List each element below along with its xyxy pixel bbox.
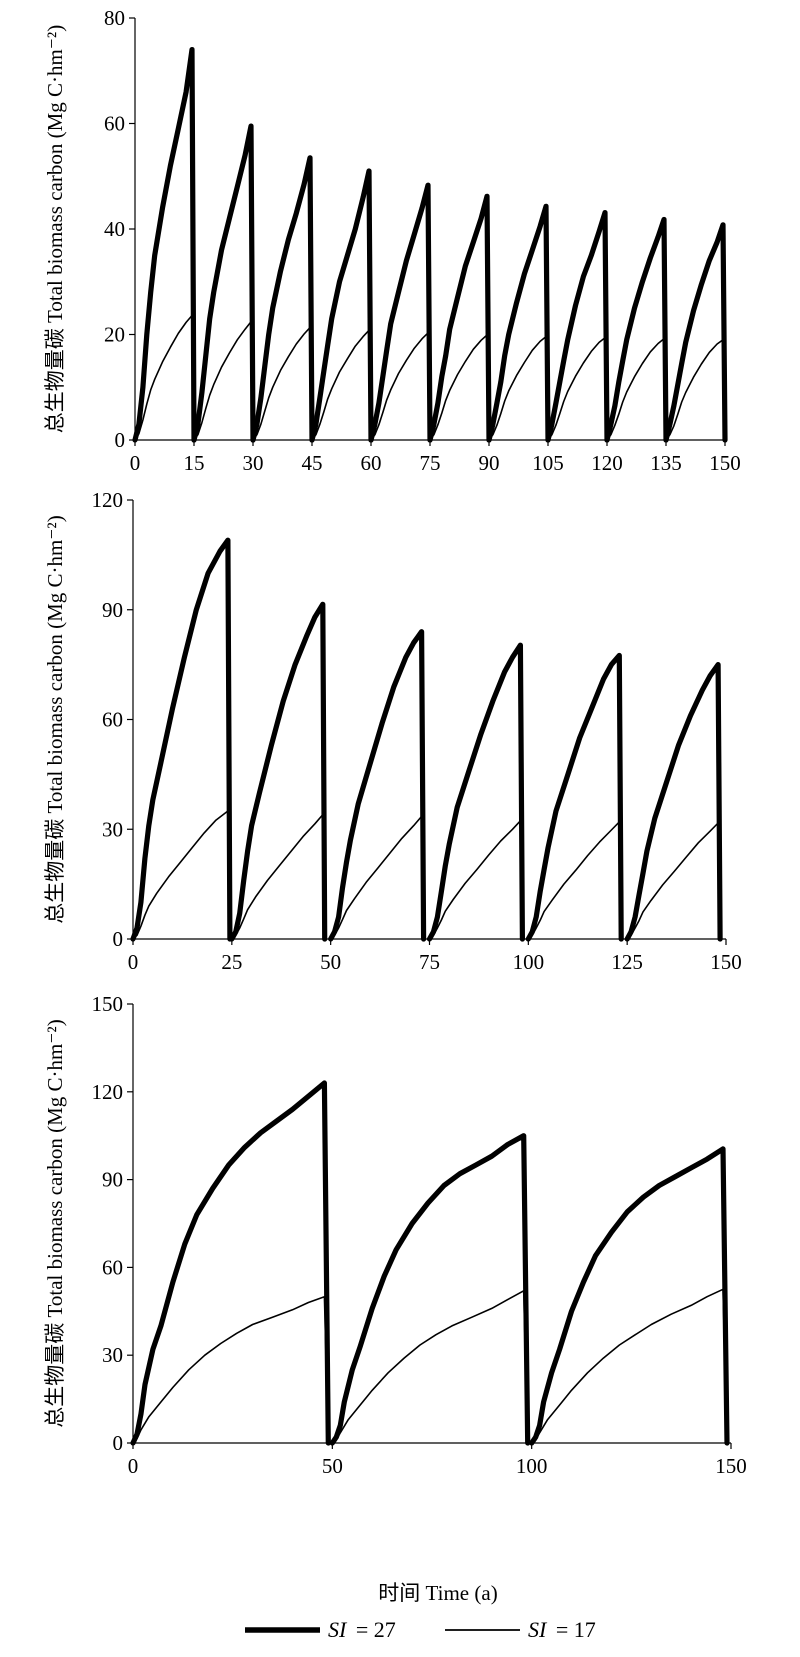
legend-value-si-17: = 17 <box>556 1617 596 1642</box>
panel-2-series-si-17-rotation-2 <box>231 813 326 940</box>
panel-3-y-tick-label-30: 30 <box>102 1343 123 1367</box>
legend-name-si-17: SI <box>528 1617 548 1642</box>
panel-2-series-si-17-rotation-5 <box>527 821 622 940</box>
panel-2-y-tick-label-90: 90 <box>102 598 123 622</box>
panel-1-y-tick-label-80: 80 <box>104 6 125 30</box>
panel-1-series-si-17-rotation-2 <box>193 321 254 441</box>
panel-1-series-si-27-rotation-2 <box>191 123 256 443</box>
panel-1-x-tick-label-150: 150 <box>709 451 741 475</box>
panel-1-y-tick-label-60: 60 <box>104 112 125 136</box>
panel-2-x-tick-label-75: 75 <box>419 950 440 974</box>
panel-1-y-tick-label-40: 40 <box>104 217 125 241</box>
chart-panel-rotation-25: 0 30 60 90 120 0 25 50 75 100 125 150 总生物量碳 Total bi… <box>43 488 742 974</box>
panel-1-y-axis-title: 总生物量碳 Total biomass carbon (Mg C·hm⁻²) <box>43 25 67 433</box>
panel-1-series-si-17-rotation-5 <box>370 332 431 441</box>
panel-2-series-si-27-rotation-2 <box>229 601 328 942</box>
panel-2-series-si-17-rotation-3 <box>329 815 425 940</box>
panel-1-x-tick-label-45: 45 <box>302 451 323 475</box>
panel-1-x-tick-label-60: 60 <box>361 451 382 475</box>
panel-1-series-si-27-rotation-10 <box>663 222 728 443</box>
panel-3-x-tick-label-0: 0 <box>128 1454 139 1478</box>
panel-3-series-si-27-rotation-2 <box>329 1133 531 1446</box>
panel-1-series-si-27-rotation-7 <box>486 203 551 443</box>
panel-1-series-si-27-rotation-8 <box>545 210 610 443</box>
panel-1-x-tick-label-75: 75 <box>420 451 441 475</box>
panel-2-series-si-27-rotation-6 <box>624 662 723 942</box>
panel-1-series-si-17-rotation-9 <box>606 337 667 441</box>
panel-2-x-tick-label-25: 25 <box>221 950 242 974</box>
panel-2-series-si-27-rotation-1 <box>130 537 233 942</box>
panel-2-y-tick-label-30: 30 <box>102 817 123 841</box>
panel-3-y-tick-label-0: 0 <box>113 1431 124 1455</box>
panel-1-x-tick-label-15: 15 <box>184 451 205 475</box>
panel-3-y-tick-label-120: 120 <box>92 1080 124 1104</box>
panel-2-y-tick-label-120: 120 <box>92 488 124 512</box>
panel-3-y-tick-label-60: 60 <box>102 1255 123 1279</box>
panel-1-series-si-27-rotation-1 <box>132 47 197 443</box>
panel-1-y-tick-label-0: 0 <box>115 428 126 452</box>
panel-3-series-si-27-rotation-3 <box>529 1146 730 1446</box>
panel-2-x-tick-label-50: 50 <box>320 950 341 974</box>
panel-3-series-si-17-rotation-2 <box>331 1290 529 1444</box>
panel-1-series-si-17-rotation-10 <box>665 339 726 441</box>
panel-2-series-si-17-rotation-1 <box>132 810 231 940</box>
chart-panel-rotation-15: 0 20 40 60 80 0 15 30 45 60 75 90 105 120 135 150 总生物量碳 … <box>43 6 741 475</box>
panel-1-series-si-17-rotation-1 <box>134 314 195 441</box>
legend-name-si-27: SI <box>328 1617 348 1642</box>
panel-1-series-si-27-rotation-5 <box>368 182 433 443</box>
panel-1-y-tick-label-20: 20 <box>104 323 125 347</box>
panel-2-y-axis-title: 总生物量碳 Total biomass carbon (Mg C·hm⁻²) <box>43 515 67 923</box>
panel-2-x-tick-label-150: 150 <box>710 950 742 974</box>
panel-1-x-tick-label-30: 30 <box>243 451 264 475</box>
panel-3-y-tick-label-150: 150 <box>92 992 124 1016</box>
panel-1-series-si-27-rotation-3 <box>250 155 315 443</box>
panel-3-series-si-27-rotation-1 <box>130 1080 331 1446</box>
panel-2-series-si-17-rotation-4 <box>428 820 524 940</box>
chart-panel-rotation-50: 0 30 60 90 120 150 0 50 100 150 总生物量碳 Total biomas… <box>43 992 747 1478</box>
panel-1-series-si-17-rotation-3 <box>252 326 313 441</box>
panel-2-series-si-27-rotation-4 <box>426 642 525 942</box>
panel-3-y-tick-label-90: 90 <box>102 1168 123 1192</box>
panel-2-x-tick-label-0: 0 <box>128 950 139 974</box>
panel-1-x-tick-label-0: 0 <box>130 451 141 475</box>
panel-1-series-si-17-rotation-8 <box>547 336 608 441</box>
panel-3-x-tick-label-50: 50 <box>322 1454 343 1478</box>
x-axis-title: 时间 Time (a) <box>378 1581 497 1605</box>
panel-3-series-si-17-rotation-3 <box>530 1288 728 1444</box>
panel-1-x-tick-label-135: 135 <box>650 451 682 475</box>
panel-2-y-tick-label-0: 0 <box>113 927 124 951</box>
panel-3-y-axis-title: 总生物量碳 Total biomass carbon (Mg C·hm⁻²) <box>43 1019 67 1427</box>
panel-3-series-si-17-rotation-1 <box>132 1295 330 1444</box>
panel-2-x-tick-label-100: 100 <box>513 950 545 974</box>
panel-2-x-tick-label-125: 125 <box>611 950 643 974</box>
legend-label-si-27: SI = 27 <box>328 1617 396 1642</box>
panel-3-x-tick-label-100: 100 <box>516 1454 548 1478</box>
legend-label-si-17: SI = 17 <box>528 1617 596 1642</box>
panel-1-x-tick-label-105: 105 <box>532 451 564 475</box>
legend-value-si-27: = 27 <box>356 1617 396 1642</box>
panel-2-series-si-27-rotation-3 <box>328 629 427 942</box>
panel-1-series-si-17-rotation-6 <box>429 334 490 441</box>
panel-2-series-si-17-rotation-6 <box>626 822 721 940</box>
panel-1-x-tick-label-120: 120 <box>591 451 623 475</box>
legend: SI = 27 SI = 17 <box>245 1617 596 1642</box>
panel-3-x-tick-label-150: 150 <box>715 1454 747 1478</box>
panel-1-series-si-17-rotation-7 <box>488 335 549 441</box>
panel-2-series-si-27-rotation-5 <box>525 652 624 942</box>
panel-1-series-si-17-rotation-4 <box>311 329 372 441</box>
panel-1-series-si-27-rotation-4 <box>309 168 374 443</box>
panel-1-x-tick-label-90: 90 <box>479 451 500 475</box>
panel-1-series-si-27-rotation-6 <box>427 193 492 443</box>
panel-1-series-si-27-rotation-9 <box>604 216 669 443</box>
panel-2-y-tick-label-60: 60 <box>102 708 123 732</box>
